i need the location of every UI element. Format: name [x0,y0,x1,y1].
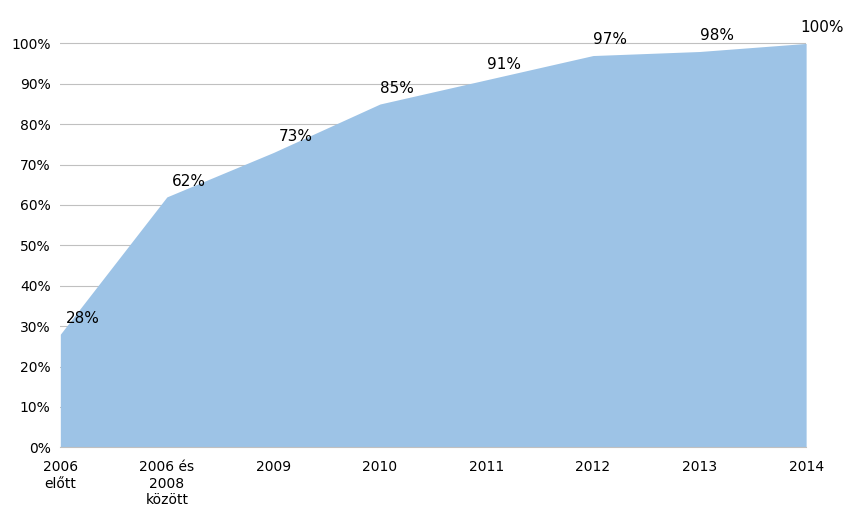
Text: 85%: 85% [380,81,413,96]
Text: 28%: 28% [66,311,99,326]
Text: 91%: 91% [486,56,520,71]
Text: 97%: 97% [593,33,627,48]
Text: 98%: 98% [699,28,734,44]
Text: 100%: 100% [801,20,844,35]
Text: 62%: 62% [172,174,206,189]
Text: 73%: 73% [279,130,312,145]
